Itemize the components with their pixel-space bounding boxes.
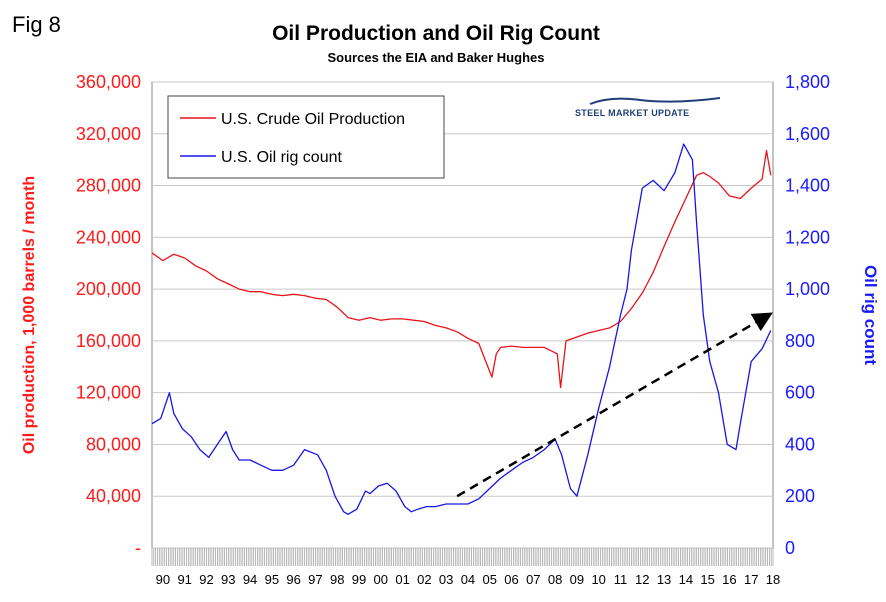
x-axis-tick-label: 10 — [591, 572, 605, 587]
x-axis-tick-label: 92 — [199, 572, 213, 587]
x-axis-tick-label: 13 — [657, 572, 671, 587]
x-axis-tick-label: 09 — [570, 572, 584, 587]
logo-swoosh — [589, 97, 721, 105]
x-axis-tick-label: 91 — [177, 572, 191, 587]
x-axis-ticks: 90 91 92 93 94 95 96 97 98 99 00 01 02 03 04 05 06 07 08 09… — [156, 572, 781, 587]
x-axis-tick-label: 15 — [700, 572, 714, 587]
x-axis-tick-label: 96 — [286, 572, 300, 587]
x-axis-tick-label: 95 — [265, 572, 279, 587]
right-axis-tick-label: 600 — [785, 383, 815, 403]
chart-title: Oil Production and Oil Rig Count — [272, 22, 600, 45]
chart-subtitle: Sources the EIA and Baker Hughes — [328, 50, 545, 65]
x-axis-tick-label: 98 — [330, 572, 344, 587]
legend-box — [167, 95, 445, 179]
x-axis-tick-label: 90 — [156, 572, 170, 587]
x-axis-tick-label: 07 — [526, 572, 540, 587]
right-axis-tick-label: 1,600 — [785, 124, 830, 144]
right-axis-tick-label: 800 — [785, 331, 815, 351]
left-axis-ticks: - 40,000 80,000 120,000 160,000 200,000 240,00… — [76, 72, 141, 558]
right-axis-tick-label: 1,000 — [785, 279, 830, 299]
x-axis-tick-label: 17 — [744, 572, 758, 587]
left-axis-tick-label: 120,000 — [76, 383, 141, 403]
x-axis-tick-label: 93 — [221, 572, 235, 587]
left-axis-label: Oil production, 1,000 barrels / month — [21, 176, 38, 454]
rig-count-series-line — [151, 143, 772, 515]
x-axis-tick-label: 14 — [679, 572, 693, 587]
x-axis-tick-label: 11 — [614, 572, 628, 587]
steel-market-update-logo: STEEL MARKET UPDATE — [575, 97, 721, 118]
right-axis-ticks: 0 200 400 600 800 1,000 1,200 1,400 1,600 1,800 — [785, 72, 830, 558]
right-axis-tick-label: 0 — [785, 538, 795, 558]
x-axis-tick-label: 99 — [352, 572, 366, 587]
left-axis-tick-label: 80,000 — [86, 434, 141, 454]
x-axis-tick-label: 06 — [504, 572, 518, 587]
x-axis-tick-label: 04 — [461, 572, 475, 587]
left-axis-tick-label: 160,000 — [76, 331, 141, 351]
production-series-line — [151, 149, 772, 389]
x-axis-tick-label: 03 — [439, 572, 453, 587]
left-axis-tick-label: 280,000 — [76, 176, 141, 196]
right-axis-label: Oil rig count — [861, 265, 880, 365]
left-axis-tick-label: 240,000 — [76, 227, 141, 247]
x-axis-tick-label: 97 — [308, 572, 322, 587]
x-axis-tick-label: 05 — [483, 572, 497, 587]
right-axis-tick-label: 200 — [785, 486, 815, 506]
right-axis-tick-label: 1,200 — [785, 227, 830, 247]
legend-label-rigs: U.S. Oil rig count — [221, 149, 342, 166]
right-axis-tick-label: 400 — [785, 434, 815, 454]
left-axis-tick-label: 320,000 — [76, 124, 141, 144]
left-axis-tick-label: 200,000 — [76, 279, 141, 299]
right-axis-tick-label: 1,400 — [785, 176, 830, 196]
x-axis-tick-label: 00 — [374, 572, 388, 587]
series-layer — [151, 143, 773, 515]
x-minor-ticks — [151, 548, 774, 566]
x-axis-tick-label: 94 — [243, 572, 257, 587]
legend: U.S. Crude Oil Production U.S. Oil rig c… — [167, 95, 445, 179]
x-axis-tick-label: 02 — [417, 572, 431, 587]
right-axis-tick-label: 1,800 — [785, 72, 830, 92]
x-axis-tick-label: 16 — [722, 572, 736, 587]
trend-arrow-line — [456, 312, 773, 498]
legend-label-production: U.S. Crude Oil Production — [221, 111, 405, 128]
left-axis-tick-label: 360,000 — [76, 72, 141, 92]
left-axis-tick-label: 40,000 — [86, 486, 141, 506]
figure-label: Fig 8 — [12, 12, 61, 37]
x-axis-tick-label: 18 — [766, 572, 780, 587]
x-axis-tick-label: 08 — [548, 572, 562, 587]
x-axis-tick-label: 01 — [395, 572, 409, 587]
x-axis-tick-label: 12 — [635, 572, 649, 587]
left-axis-tick-label: - — [135, 538, 141, 558]
logo-text: STEEL MARKET UPDATE — [575, 108, 689, 118]
